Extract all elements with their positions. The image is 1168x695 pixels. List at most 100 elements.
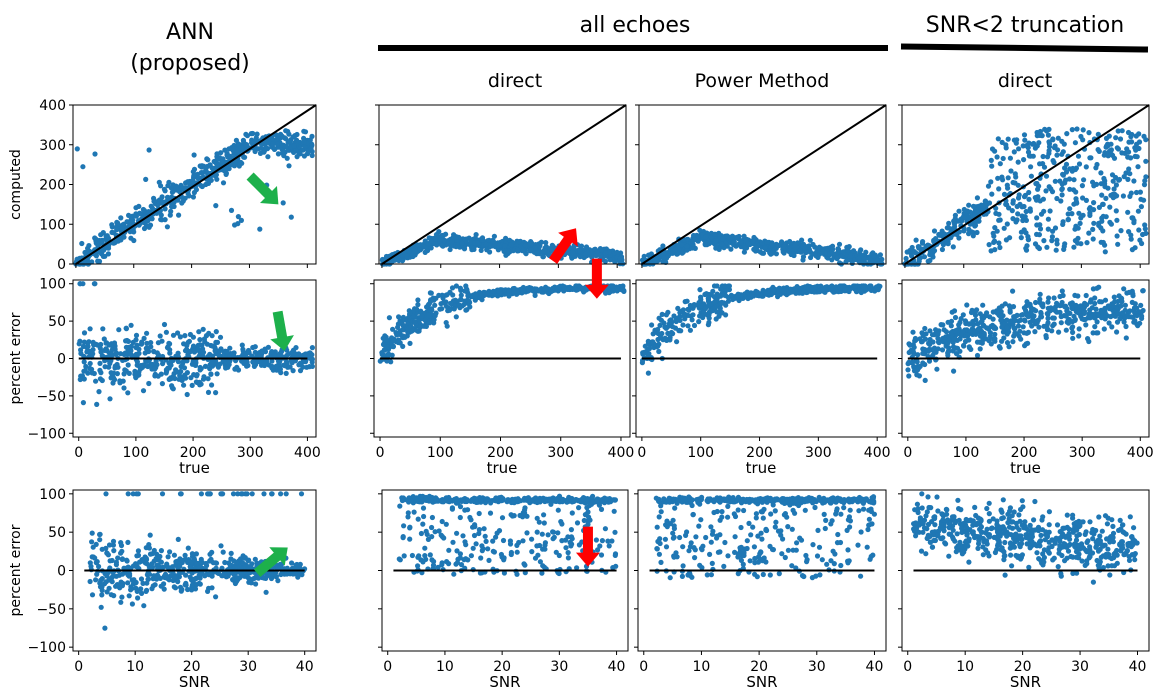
- data-point: [235, 214, 241, 220]
- data-point: [110, 375, 117, 381]
- data-point: [1059, 151, 1065, 157]
- data-point: [1017, 328, 1023, 334]
- data-point: [542, 248, 548, 254]
- x-tick-label: 300: [1069, 445, 1096, 461]
- data-point: [115, 238, 121, 244]
- data-point: [1054, 241, 1060, 247]
- data-point: [1046, 144, 1053, 150]
- data-point: [691, 322, 698, 329]
- data-point: [1037, 222, 1043, 228]
- data-point: [989, 191, 995, 197]
- data-point: [1114, 193, 1120, 199]
- data-point: [996, 344, 1003, 350]
- data-point: [168, 185, 174, 191]
- data-point: [1072, 140, 1078, 146]
- data-point: [506, 288, 512, 294]
- data-point: [287, 138, 293, 144]
- data-point: [713, 244, 719, 250]
- data-point: [1059, 181, 1065, 187]
- data-point: [1103, 195, 1109, 201]
- y-tick-label: 50: [48, 314, 66, 330]
- data-point: [1086, 130, 1092, 136]
- data-point: [461, 301, 467, 308]
- data-point: [939, 246, 946, 253]
- data-point: [448, 300, 454, 306]
- data-point: [711, 299, 717, 305]
- data-point: [457, 285, 463, 291]
- data-point: [204, 170, 211, 176]
- data-point: [134, 342, 140, 348]
- data-point: [168, 376, 174, 382]
- data-point: [952, 212, 959, 218]
- data-point: [443, 320, 449, 326]
- data-point: [1045, 320, 1051, 326]
- data-point: [394, 332, 400, 338]
- data-point: [997, 161, 1003, 167]
- data-point: [1012, 330, 1018, 336]
- x-tick-label: 400: [608, 445, 635, 461]
- data-point: [246, 349, 252, 356]
- data-point: [641, 253, 647, 259]
- data-point: [452, 297, 458, 303]
- data-point: [1143, 174, 1149, 180]
- data-point: [103, 233, 109, 239]
- data-point: [649, 322, 655, 328]
- data-point: [301, 139, 307, 145]
- data-point: [160, 361, 166, 367]
- data-point: [1037, 226, 1044, 232]
- data-point: [1051, 321, 1057, 327]
- data-point: [999, 338, 1005, 344]
- data-point: [1143, 137, 1149, 143]
- data-point: [301, 153, 307, 159]
- data-point: [428, 290, 434, 296]
- data-point: [136, 346, 142, 352]
- data-point: [667, 337, 673, 343]
- data-point: [1016, 192, 1022, 198]
- data-point: [750, 238, 756, 245]
- data-point: [280, 148, 286, 154]
- data-point: [1117, 136, 1124, 142]
- data-point: [118, 215, 124, 221]
- data-point: [1136, 131, 1142, 137]
- data-point: [207, 178, 213, 184]
- data-point: [672, 247, 679, 253]
- data-point: [133, 332, 140, 338]
- data-point: [763, 290, 769, 297]
- data-point: [99, 238, 105, 244]
- y-tick-label: 400: [39, 98, 66, 114]
- data-point: [143, 176, 149, 182]
- data-point: [447, 246, 453, 253]
- data-point: [829, 243, 836, 249]
- data-point: [185, 179, 191, 185]
- data-point: [199, 352, 206, 358]
- data-point: [645, 370, 652, 376]
- data-point: [690, 312, 696, 318]
- data-point: [511, 285, 517, 292]
- data-point: [1001, 225, 1007, 231]
- data-point: [231, 163, 238, 169]
- data-point: [1076, 210, 1082, 216]
- data-point: [93, 378, 99, 384]
- data-point: [1140, 288, 1146, 294]
- data-point: [936, 340, 942, 346]
- data-point: [776, 288, 782, 294]
- data-point: [1051, 315, 1057, 321]
- data-point: [1003, 201, 1009, 207]
- data-point: [238, 145, 244, 151]
- data-point: [263, 139, 269, 146]
- data-point: [1046, 184, 1052, 190]
- data-point: [1091, 220, 1097, 226]
- data-point: [516, 239, 522, 245]
- data-point: [874, 257, 880, 263]
- data-point: [230, 147, 236, 153]
- data-point: [502, 243, 508, 249]
- data-point: [684, 298, 690, 304]
- data-point: [665, 309, 671, 315]
- data-point: [302, 351, 308, 357]
- data-point: [655, 326, 661, 333]
- data-point: [80, 400, 86, 406]
- data-point: [757, 249, 763, 255]
- identity-line: [75, 104, 317, 265]
- data-point: [1128, 134, 1134, 140]
- data-point: [1087, 314, 1093, 320]
